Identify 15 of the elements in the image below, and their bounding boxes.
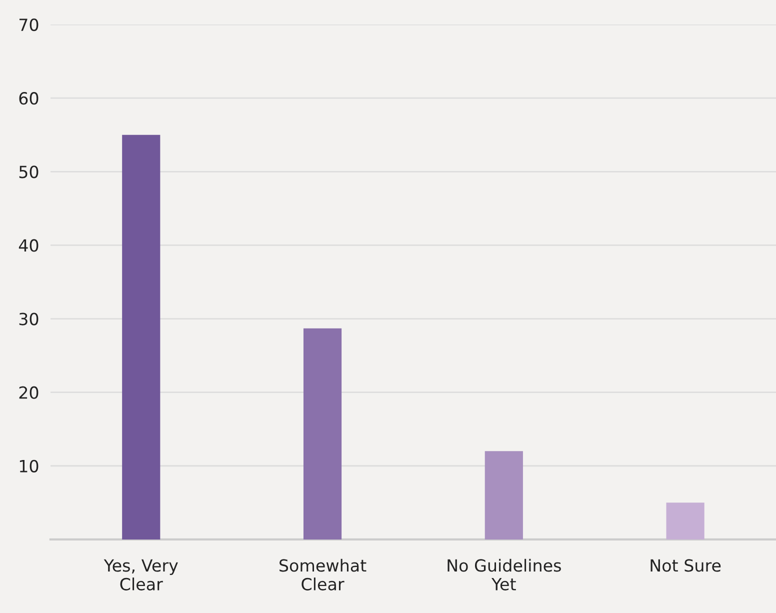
y-tick-label: 30 [19,312,38,326]
y-tick-label: 70 [19,18,38,32]
y-tick-label: 40 [18,239,38,252]
bar [303,328,342,540]
x-tick-label: Somewhat Clear [280,558,366,590]
y-tick-label: 50 [19,166,38,178]
x-tick-label: Not Sure [650,559,721,572]
y-tick-label: 10 [20,460,38,472]
y-tick-label: 20 [19,386,38,399]
bar [122,134,160,540]
bar [484,451,523,540]
bar [666,502,704,540]
y-tick-label: 60 [19,92,38,105]
x-tick-label: No Guidelines Yet [448,558,561,590]
x-tick-label: Yes, Very Clear [104,559,178,590]
